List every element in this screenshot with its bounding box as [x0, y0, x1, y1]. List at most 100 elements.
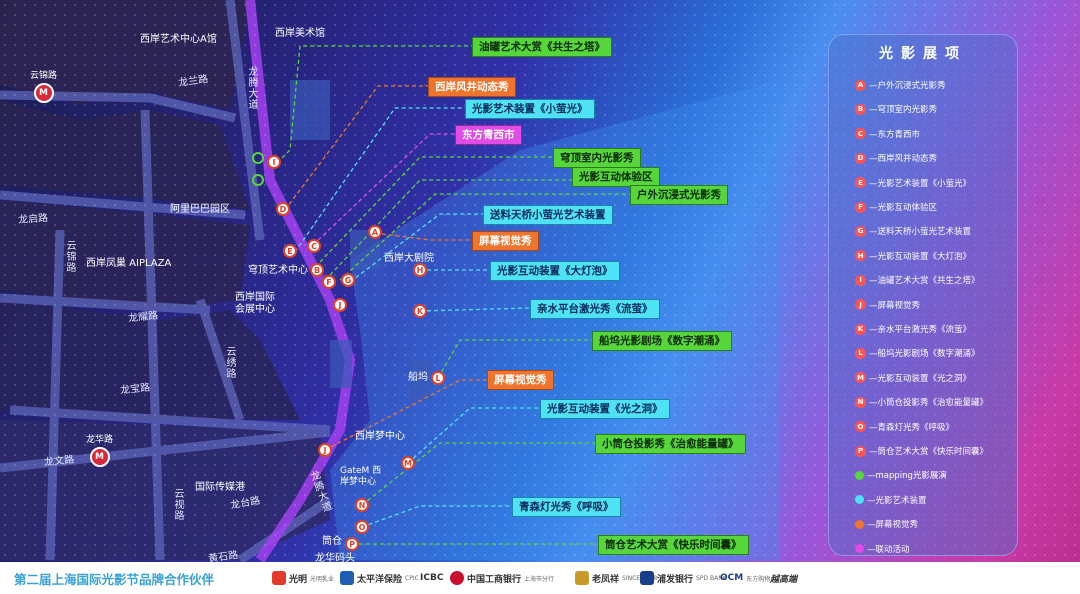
legend-item-label: —户外沉浸式光影秀 — [869, 81, 946, 91]
legend-item-label: —光影互动装置《光之洞》 — [869, 373, 972, 384]
callout-wind-well-show[interactable]: 西岸风井动态秀 — [428, 77, 516, 97]
sponsor-yuegaoduan[interactable]: 越高端 — [770, 574, 798, 585]
sponsor-logo — [272, 571, 286, 585]
sponsor-logo — [450, 571, 464, 585]
legend-title: 光影展项 — [879, 46, 967, 62]
legend-panel: 光影展项 A —户外沉浸式光影秀 B —穹顶室内光影秀 C —东方青西市 D —西岸风井动态秀… — [828, 34, 1018, 556]
callout-breath-show[interactable]: 青森灯光秀《呼吸》 — [512, 497, 621, 517]
legend-category-label: —光影艺术装置 — [867, 495, 927, 506]
callout-oil-tank-art[interactable]: 油罐艺术大赏《共生之塔》 — [472, 37, 612, 57]
legend-item-label: —船坞光影剧场《数字潮涌》 — [869, 349, 980, 360]
metro-station-label: 云锦路 — [30, 71, 58, 81]
legend-item-label: —光影互动体验区 — [869, 203, 938, 213]
marker-m[interactable]: M — [401, 456, 415, 470]
legend-item: I —油罐艺术大赏《共生之塔》 — [855, 273, 980, 287]
legend-item: A —户外沉浸式光影秀 — [855, 78, 946, 92]
legend-item: J —屏幕视觉秀 — [855, 298, 920, 312]
legend-item-label: —亲水平台激光秀《流萤》 — [869, 325, 972, 335]
legend-category-dot — [855, 544, 864, 554]
legend-key-icon: D — [855, 152, 866, 164]
callout-dome-indoor-show[interactable]: 穹顶室内光影秀 — [553, 148, 641, 168]
legend-key-icon: C — [855, 128, 866, 140]
callout-screen-show-1[interactable]: 屏幕视觉秀 — [472, 231, 539, 251]
callout-happy-capsule[interactable]: 筒仓艺术大赏《快乐时间囊》 — [598, 535, 749, 555]
sponsor-icbc[interactable]: ICBC — [420, 573, 444, 583]
callout-interactive-zone[interactable]: 光影互动体验区 — [572, 167, 660, 187]
legend-category: —屏幕视觉秀 — [855, 517, 918, 531]
marker-f[interactable]: F — [322, 275, 336, 289]
legend-key-icon: F — [855, 201, 866, 213]
street-yunxiu-rd: 云绣路 — [224, 346, 235, 379]
legend-key-icon: O — [855, 421, 866, 433]
callout-light-hole[interactable]: 光影互动装置《光之洞》 — [540, 399, 670, 419]
sponsor-guangming[interactable]: 光明 光明乳业 — [272, 562, 334, 594]
marker-k[interactable]: K — [413, 304, 427, 318]
legend-item-label: —光影艺术装置《小萤光》 — [869, 178, 972, 189]
legend-item: O —青森灯光秀《呼吸》 — [855, 420, 954, 434]
legend-item: P —筒仓艺术大赏《快乐时间囊》 — [855, 444, 988, 458]
street-longyao-rd: 龙耀路 — [127, 310, 159, 325]
callout-big-bulb[interactable]: 光影互动装置《大灯泡》 — [490, 261, 620, 281]
sponsor-footer: 第二届上海国际光影节品牌合作伙伴 光明 光明乳业 太平洋保险 CPIC ICBC… — [0, 562, 1080, 594]
place-gatem: GateM 西岸梦中心 — [340, 466, 382, 487]
marker-e[interactable]: E — [283, 244, 297, 258]
place-west-bund-intl-convention: 西岸国际会展中心 — [235, 292, 275, 315]
marker-j-south[interactable]: J — [318, 443, 332, 457]
legend-key-icon: B — [855, 103, 866, 115]
metro-station-longhua[interactable]: 龙华路 M — [86, 432, 113, 467]
footer-title: 第二届上海国际光影节品牌合作伙伴 — [14, 571, 215, 587]
metro-station-label: 龙华路 — [86, 435, 114, 445]
legend-item: H —光影互动装置《大灯泡》 — [855, 249, 971, 263]
callout-little-firefly[interactable]: 光影艺术装置《小萤光》 — [465, 99, 595, 119]
legend-category-label: —屏幕视觉秀 — [867, 520, 919, 531]
marker-a[interactable]: A — [368, 225, 382, 239]
legend-item: G —送料天桥小萤光艺术装置 — [855, 224, 971, 238]
marker-l[interactable]: L — [431, 371, 445, 385]
marker-p[interactable]: P — [345, 537, 359, 551]
sponsor-icbc-cn[interactable]: 中国工商银行 上海市分行 — [450, 562, 554, 594]
legend-item: M —光影互动装置《光之洞》 — [855, 371, 971, 385]
callout-outdoor-immersive[interactable]: 户外沉浸式光影秀 — [630, 185, 728, 205]
callout-healing-tank[interactable]: 小筒仓投影秀《治愈能量罐》 — [595, 434, 746, 454]
legend-item: D —西岸风井动态秀 — [855, 151, 937, 165]
marker-o[interactable]: O — [355, 520, 369, 534]
callout-east-market[interactable]: 东方青西市 — [455, 125, 522, 145]
marker-b[interactable]: B — [310, 263, 324, 277]
marker-d[interactable]: D — [276, 202, 290, 216]
place-west-bund-museum: 西岸美术馆 — [275, 28, 325, 39]
marker-n[interactable]: N — [355, 498, 369, 512]
sponsor-ocm[interactable]: OCM 东方购物 — [720, 573, 771, 583]
legend-category: —mapping光影展演 — [855, 468, 947, 482]
callout-sky-bridge[interactable]: 送料天桥小萤光艺术装置 — [483, 205, 613, 225]
legend-item: L —船坞光影剧场《数字潮涌》 — [855, 346, 980, 360]
sponsor-laofengxiang[interactable]: 老凤祥 SINCE 1848 — [575, 562, 657, 594]
legend-item-label: —筒仓艺术大赏《快乐时间囊》 — [869, 447, 989, 457]
marker-j[interactable]: J — [333, 298, 347, 312]
legend-item: F —光影互动体验区 — [855, 200, 937, 214]
legend-item-label: —油罐艺术大赏《共生之塔》 — [869, 276, 980, 287]
legend-key-icon: H — [855, 250, 866, 262]
place-west-bund-dream-center: 西岸梦中心 — [355, 431, 405, 442]
legend-item: C —东方青西市 — [855, 127, 920, 141]
legend-category-dot — [855, 519, 864, 529]
place-intl-media-port: 国际传媒港 — [195, 482, 245, 493]
marker-c[interactable]: C — [307, 239, 321, 253]
sponsor-spdb[interactable]: 浦发银行 SPD BANK — [640, 562, 727, 594]
legend-item-label: —送料天桥小萤光艺术装置 — [869, 227, 972, 238]
marker-g[interactable]: G — [341, 273, 355, 287]
place-longhua-dock: 龙华码头 — [315, 553, 355, 564]
callout-screen-show-2[interactable]: 屏幕视觉秀 — [487, 370, 554, 390]
legend-item-label: —西岸风井动态秀 — [869, 154, 938, 165]
callout-firefly-laser[interactable]: 亲水平台激光秀《流萤》 — [530, 299, 660, 319]
legend-item-label: —穹顶室内光影秀 — [869, 105, 938, 116]
sponsor-cpic[interactable]: 太平洋保险 CPIC — [340, 562, 419, 594]
legend-item-label: —光影互动装置《大灯泡》 — [869, 251, 972, 262]
metro-station-yunjin-rd[interactable]: 云锦路 M — [30, 68, 57, 103]
place-silo: 筒仓 — [322, 536, 342, 547]
callout-digital-tide[interactable]: 船坞光影剧场《数字潮涌》 — [592, 331, 732, 351]
legend-item: B —穹顶室内光影秀 — [855, 102, 937, 116]
legend-category-label: —联动活动 — [867, 544, 910, 555]
marker-i[interactable]: I — [267, 155, 281, 169]
marker-h[interactable]: H — [413, 263, 427, 277]
